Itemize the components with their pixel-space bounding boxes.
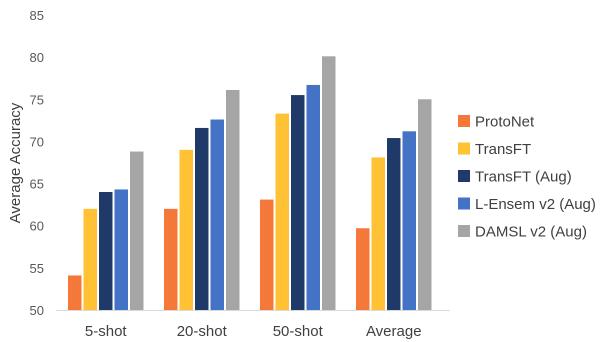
x-tick-label: 5-shot — [85, 323, 128, 340]
x-axis: 5-shot 20-shot 50-shot Average — [56, 310, 450, 340]
legend-swatch — [458, 197, 470, 210]
x-tick-label: 50-shot — [273, 323, 324, 340]
legend-label: DAMSL v2 (Aug) — [475, 224, 587, 241]
y-tick-label: 60 — [30, 219, 44, 234]
bar-2-4 — [371, 157, 385, 310]
y-axis-title: Average Accuracy — [7, 102, 24, 223]
legend-swatch — [458, 225, 470, 237]
x-tick-label: Average — [366, 323, 422, 340]
legend-label: L-Ensem v2 (Aug) — [475, 196, 596, 213]
bar-2-3 — [275, 113, 289, 310]
bar-4-4 — [402, 131, 416, 310]
y-tick-label: 55 — [30, 261, 44, 276]
bar-5-3 — [322, 56, 336, 310]
bar-2-2 — [179, 149, 193, 310]
bar-5-1 — [130, 151, 144, 310]
bar-4-1 — [114, 189, 128, 310]
y-tick-label: 75 — [30, 92, 44, 107]
bar-1-3 — [260, 199, 274, 310]
bar-5-4 — [418, 99, 432, 311]
legend-swatch — [458, 170, 470, 182]
legend-swatch — [458, 115, 470, 127]
bar-5-2 — [226, 90, 240, 310]
bar-1-1 — [68, 275, 82, 310]
y-tick-label: 65 — [30, 177, 44, 192]
bar-2-1 — [83, 208, 97, 310]
legend-swatch — [458, 142, 470, 155]
legend-label: TransFT — [475, 141, 531, 158]
x-tick-label: 20-shot — [177, 323, 228, 340]
bar-3-4 — [387, 138, 401, 310]
y-axis: 50 55 60 65 70 75 80 85 — [30, 8, 44, 318]
bar-4-2 — [210, 119, 224, 310]
bar-1-2 — [164, 208, 178, 310]
legend: ProtoNet TransFT TransFT (Aug) L-Ensem v2 (… — [458, 114, 596, 241]
y-tick-label: 70 — [30, 134, 44, 149]
bar-3-3 — [291, 95, 305, 310]
y-tick-label: 80 — [30, 50, 44, 65]
bar-3-2 — [195, 127, 209, 310]
bar-1-4 — [356, 228, 370, 310]
legend-label: TransFT (Aug) — [475, 169, 572, 186]
plot-area — [68, 56, 432, 311]
bar-3-1 — [99, 192, 113, 310]
y-tick-label: 85 — [30, 8, 44, 23]
legend-label: ProtoNet — [475, 114, 535, 131]
bar-4-3 — [306, 84, 320, 310]
y-tick-label: 50 — [30, 303, 44, 318]
